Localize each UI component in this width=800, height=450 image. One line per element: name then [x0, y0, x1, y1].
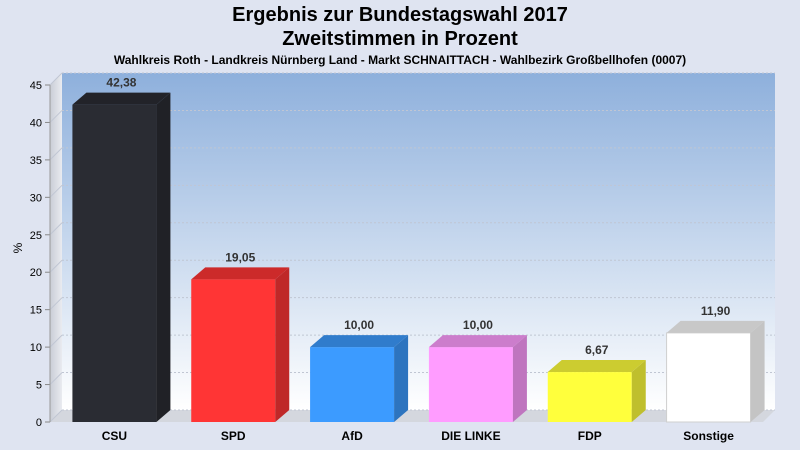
data-label: 6,67	[585, 343, 609, 357]
x-tick-label: CSU	[102, 429, 127, 443]
y-tick-label: 0	[36, 417, 42, 429]
bar-sonstige: 11,90	[666, 304, 765, 423]
x-tick-label: Sonstige	[683, 429, 734, 443]
y-tick-label: 25	[30, 230, 42, 242]
data-label: 11,90	[701, 304, 731, 318]
bar-die-linke: 10,00	[428, 318, 527, 422]
gridline-wall	[49, 297, 63, 311]
bar-top	[310, 335, 409, 348]
chart-caption: Wahlkreis Roth - Landkreis Nürnberg Land…	[113, 53, 687, 67]
gridline-wall	[49, 372, 63, 385]
bar-top	[191, 267, 290, 280]
data-label: 10,00	[463, 318, 493, 332]
gridlines	[49, 72, 775, 423]
y-tick-label: 20	[30, 267, 42, 279]
bar-top	[428, 335, 527, 348]
data-label: 10,00	[344, 318, 374, 332]
y-tick-label: 40	[30, 117, 42, 129]
y-axis-label: %	[11, 242, 25, 253]
gridline-wall	[49, 334, 63, 348]
y-tick-label: 35	[30, 155, 42, 167]
y-axis: 0 5 10 15 20 25 30 35 40 45	[30, 80, 51, 429]
x-tick-label: SPD	[221, 429, 246, 443]
y-tick-label: 15	[30, 305, 42, 317]
bar-front	[547, 372, 632, 422]
y-tick-label: 10	[30, 342, 42, 354]
chart-subtitle: Zweitstimmen in Prozent	[282, 28, 518, 50]
bar-side	[512, 335, 527, 422]
data-label: 42,38	[106, 76, 136, 90]
bar-top	[666, 320, 765, 333]
y-tick-label: 5	[36, 380, 42, 392]
x-tick-label: AfD	[341, 429, 363, 443]
bar-top	[547, 360, 646, 373]
gridline-wall	[49, 110, 63, 123]
gridline-wall	[49, 72, 63, 86]
bar-top	[72, 92, 171, 105]
gridline-wall	[49, 409, 63, 423]
gridline-wall	[49, 147, 63, 161]
bar-front	[310, 347, 395, 422]
bars: 42,38 19,05 10,00 10,00 6,67 11,90	[72, 76, 765, 423]
bar-csu: 42,38	[72, 76, 171, 423]
bar-afd: 10,00	[310, 318, 409, 422]
gridline-wall	[49, 184, 63, 198]
data-label: 19,05	[225, 250, 255, 264]
gridline-wall	[49, 259, 63, 273]
bar-front	[666, 332, 752, 423]
bar-side	[156, 92, 171, 423]
bar-side	[750, 320, 765, 422]
bar-front	[72, 104, 157, 423]
bar-front	[428, 347, 513, 422]
y-tick-label: 30	[30, 192, 42, 204]
y-tick-label: 45	[30, 80, 42, 92]
x-tick-label: FDP	[578, 429, 602, 443]
bar-front	[191, 279, 276, 422]
bar-fdp: 6,67	[547, 343, 646, 422]
gridline-wall	[49, 222, 63, 236]
chart-title: Ergebnis zur Bundestagswahl 2017	[232, 4, 568, 26]
plot-side-wall	[50, 73, 62, 422]
bar-side	[394, 335, 409, 422]
x-axis: CSU SPD AfD DIE LINKE FDP Sonstige	[102, 429, 735, 443]
bar-side	[631, 360, 646, 422]
bar-spd: 19,05	[191, 250, 290, 422]
x-tick-label: DIE LINKE	[441, 429, 500, 443]
bar-side	[275, 267, 290, 422]
